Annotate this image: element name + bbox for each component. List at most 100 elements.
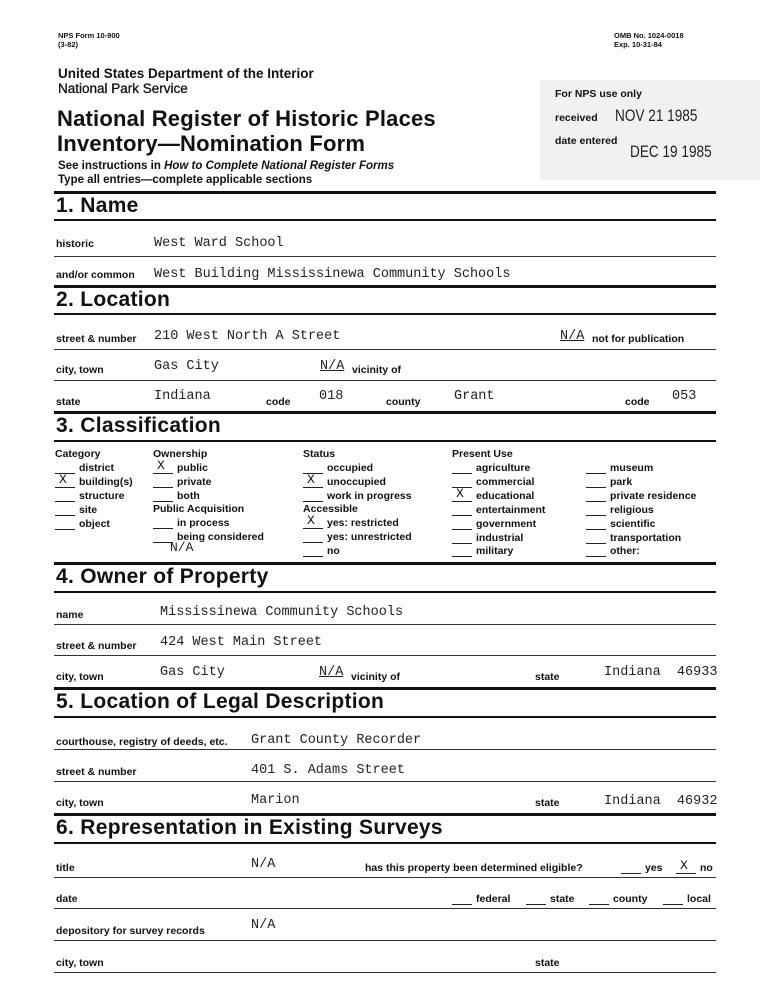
check-blank[interactable] (586, 505, 606, 516)
divider (54, 716, 716, 718)
check-blank[interactable]: X (303, 513, 323, 529)
depository-label: depository for survey records (56, 925, 205, 937)
checkbox-present-use[interactable]: government (452, 518, 536, 530)
check-mark: X (307, 471, 315, 487)
checkbox-present-use[interactable]: commercial (452, 476, 534, 488)
check-blank[interactable] (153, 532, 173, 543)
checkbox-present-use-2[interactable]: scientific (586, 518, 656, 530)
check-blank[interactable] (452, 505, 472, 516)
checkbox-present-use[interactable]: agriculture (452, 462, 530, 474)
checkbox-label: museum (610, 462, 654, 474)
checkbox-label: in process (177, 517, 230, 529)
checkbox-label: unoccupied (327, 475, 386, 488)
check-blank[interactable] (586, 533, 606, 544)
courthouse-value: Grant County Recorder (251, 733, 422, 748)
checkbox-category[interactable]: object (55, 518, 110, 530)
divider (54, 411, 716, 414)
checkbox-label: occupied (327, 462, 374, 474)
check-blank[interactable] (586, 519, 606, 530)
checkbox-category[interactable]: district (55, 462, 114, 474)
check-blank[interactable] (452, 533, 472, 544)
city-value: Gas City (154, 359, 219, 374)
check-blank[interactable] (586, 463, 606, 474)
check-blank[interactable] (452, 477, 472, 488)
check-blank[interactable]: X (452, 486, 472, 502)
common-name: West Building Mississinewa Community Sch… (154, 267, 511, 282)
checkbox-present-use[interactable]: industrial (452, 532, 523, 544)
public-acquisition-heading: Public Acquisition (153, 503, 245, 515)
checkbox-accessible[interactable]: yes: unrestricted (303, 531, 412, 543)
check-mark: X (59, 471, 67, 487)
check-blank[interactable] (303, 546, 323, 557)
check-blank[interactable] (303, 532, 323, 543)
section-name-heading: 1. Name (56, 194, 139, 217)
check-blank[interactable] (303, 491, 323, 502)
checkbox-status[interactable]: work in progress (303, 490, 412, 502)
underline (54, 908, 716, 909)
checkbox-present-use[interactable]: entertainment (452, 504, 545, 516)
checkbox-label: district (79, 462, 115, 474)
present-use-heading: Present Use (452, 448, 513, 460)
not-for-publication-value: N/A (560, 329, 585, 344)
common-name-label: and/or common (56, 269, 135, 281)
checkbox-ownership[interactable]: private (153, 476, 211, 488)
checkbox-present-use-2[interactable]: park (586, 476, 632, 488)
checkbox-label: transportation (610, 531, 682, 544)
checkbox-public-acquisition[interactable]: in process (153, 517, 230, 529)
checkbox-public-acquisition[interactable]: being considered (153, 531, 264, 543)
check-mark: X (157, 458, 165, 473)
expiration-date: Exp. 10-31-84 (614, 40, 662, 49)
county-label: county (386, 396, 421, 408)
underline (54, 380, 716, 381)
checkbox-label: industrial (476, 531, 524, 544)
divider (54, 591, 716, 593)
checkbox-present-use-2[interactable]: other: (586, 545, 640, 558)
check-blank[interactable] (55, 491, 75, 502)
check-blank[interactable]: X (153, 458, 173, 474)
check-blank[interactable] (55, 463, 75, 474)
ownership-heading: Ownership (153, 448, 208, 460)
federal-label: federal (476, 893, 511, 905)
checkbox-category[interactable]: structure (55, 490, 125, 502)
checkbox-ownership[interactable]: both (153, 490, 200, 502)
check-blank[interactable] (153, 518, 173, 529)
owner-name: Mississinewa Community Schools (160, 605, 404, 620)
checkbox-present-use-2[interactable]: museum (586, 462, 653, 474)
checkbox-present-use-2[interactable]: private residence (586, 490, 696, 502)
check-blank[interactable] (586, 546, 606, 558)
checkbox-status[interactable]: occupied (303, 462, 373, 474)
underline (54, 655, 716, 656)
divider (54, 285, 716, 288)
check-blank[interactable] (586, 477, 606, 488)
county-level-label: county (613, 893, 648, 905)
legal-street: 401 S. Adams Street (251, 763, 405, 778)
checkbox-present-use-2[interactable]: transportation (586, 532, 681, 544)
check-blank[interactable]: X (55, 472, 75, 488)
check-blank[interactable] (153, 477, 173, 488)
checkbox-accessible[interactable]: no (303, 545, 340, 557)
depository-value: N/A (251, 918, 276, 933)
check-blank[interactable] (153, 491, 173, 502)
check-blank[interactable]: X (303, 472, 323, 488)
check-blank[interactable] (452, 463, 472, 474)
agency: National Park Service (58, 81, 188, 96)
divider (54, 687, 716, 690)
divider (54, 313, 716, 315)
checkbox-label: private residence (610, 489, 697, 502)
form-title-line1: National Register of Historic Places (57, 106, 436, 131)
check-blank[interactable] (586, 491, 606, 502)
check-blank[interactable] (55, 519, 75, 530)
check-blank[interactable] (452, 519, 472, 530)
checkbox-present-use[interactable]: military (452, 545, 513, 558)
check-blank[interactable] (55, 505, 75, 516)
checkbox-label: other: (610, 545, 640, 558)
checkbox-category[interactable]: site (55, 504, 97, 516)
check-blank[interactable] (303, 463, 323, 474)
check-blank[interactable] (452, 546, 472, 558)
checkbox-present-use-2[interactable]: religious (586, 504, 654, 516)
